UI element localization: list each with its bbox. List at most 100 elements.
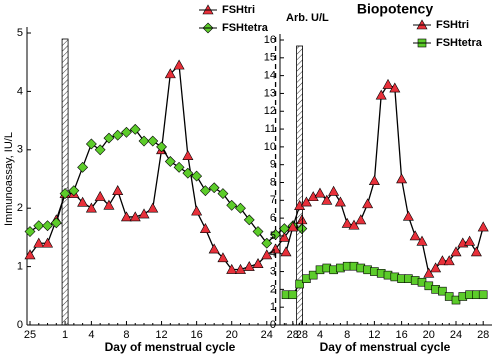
legend-label: FSHtetra bbox=[222, 22, 269, 34]
marker bbox=[129, 211, 141, 222]
marker bbox=[85, 202, 97, 213]
marker bbox=[120, 211, 132, 222]
chart-title: Biopotency bbox=[357, 1, 433, 17]
y-tick-label: 2 bbox=[270, 283, 276, 295]
marker bbox=[436, 255, 448, 266]
y-tick-label: 9 bbox=[270, 159, 276, 171]
marker bbox=[138, 135, 150, 147]
x-tick-label: 16 bbox=[395, 329, 407, 341]
marker bbox=[416, 235, 428, 246]
marker bbox=[42, 220, 53, 232]
x-tick-label: 28 bbox=[296, 329, 308, 341]
marker bbox=[288, 290, 298, 300]
x-tick-label: 12 bbox=[368, 329, 380, 341]
y-tick-label: 11 bbox=[265, 123, 276, 135]
marker bbox=[129, 123, 141, 135]
legend-label: FSHtetra bbox=[436, 37, 483, 49]
marker bbox=[33, 237, 45, 248]
marker bbox=[409, 230, 421, 241]
marker bbox=[112, 185, 124, 195]
marker bbox=[243, 260, 255, 271]
marker bbox=[199, 223, 211, 233]
y-axis-label: Arb. U/L bbox=[286, 12, 329, 24]
marker bbox=[191, 205, 203, 216]
x-tick-label: 8 bbox=[344, 329, 350, 341]
x-tick-label: 24 bbox=[261, 329, 273, 341]
marker bbox=[470, 246, 482, 257]
marker bbox=[33, 220, 45, 232]
marker bbox=[368, 175, 380, 186]
marker bbox=[208, 243, 220, 254]
y-tick-label: 5 bbox=[270, 230, 276, 242]
legend-label: FSHtri bbox=[222, 4, 255, 16]
marker bbox=[287, 221, 299, 232]
marker bbox=[156, 141, 167, 153]
x-tick-label: 8 bbox=[123, 329, 129, 341]
x-axis-label: Day of menstrual cycle bbox=[320, 340, 451, 354]
marker bbox=[443, 255, 455, 266]
y-tick-label: 3 bbox=[17, 144, 23, 156]
y-tick-label: 4 bbox=[17, 85, 23, 97]
marker bbox=[42, 237, 54, 248]
marker bbox=[173, 59, 185, 70]
y-tick-label: 4 bbox=[270, 248, 276, 260]
marker bbox=[50, 217, 62, 229]
marker bbox=[438, 286, 447, 296]
marker bbox=[94, 144, 106, 156]
marker bbox=[217, 188, 229, 200]
marker bbox=[138, 208, 150, 219]
marker bbox=[199, 185, 211, 197]
marker bbox=[121, 126, 132, 138]
marker bbox=[328, 185, 340, 196]
marker bbox=[450, 246, 462, 257]
marker bbox=[77, 161, 89, 173]
marker bbox=[164, 68, 176, 79]
marker bbox=[208, 182, 220, 194]
marker bbox=[402, 210, 414, 221]
marker bbox=[217, 252, 229, 263]
y-tick-label: 5 bbox=[17, 27, 23, 39]
marker bbox=[59, 188, 71, 200]
marker bbox=[396, 173, 408, 184]
marker bbox=[278, 231, 290, 242]
x-tick-label: 16 bbox=[191, 329, 203, 341]
marker bbox=[348, 219, 360, 230]
marker bbox=[295, 279, 304, 289]
y-tick-label: 13 bbox=[264, 87, 276, 99]
y-tick-label: 1 bbox=[17, 261, 23, 273]
series-line bbox=[285, 83, 484, 275]
ovulation-bar bbox=[61, 38, 69, 326]
marker bbox=[252, 226, 264, 237]
marker bbox=[261, 249, 273, 260]
y-tick-label: 7 bbox=[270, 194, 276, 206]
marker bbox=[278, 223, 290, 235]
marker bbox=[182, 150, 194, 160]
marker bbox=[300, 196, 312, 207]
marker bbox=[164, 156, 176, 167]
marker bbox=[226, 263, 238, 274]
marker bbox=[182, 167, 194, 179]
marker bbox=[280, 246, 292, 257]
marker bbox=[270, 243, 282, 254]
marker bbox=[103, 132, 115, 144]
y-tick-label: 10 bbox=[264, 141, 276, 153]
x-tick-label: 24 bbox=[450, 329, 462, 341]
x-axis-label: Day of menstrual cycle bbox=[105, 340, 236, 354]
marker bbox=[103, 199, 115, 210]
y-tick-label: 1 bbox=[270, 301, 276, 313]
marker bbox=[147, 135, 159, 147]
marker bbox=[355, 214, 367, 225]
marker bbox=[243, 214, 255, 226]
y-tick-label: 8 bbox=[270, 176, 276, 188]
marker bbox=[226, 199, 238, 211]
x-tick-label: 4 bbox=[88, 329, 94, 341]
y-tick-label: 0 bbox=[17, 319, 23, 331]
marker bbox=[173, 161, 185, 173]
y-tick-label: 12 bbox=[264, 105, 276, 117]
marker bbox=[464, 235, 476, 246]
x-tick-label: 28 bbox=[477, 329, 489, 341]
x-tick-label: 12 bbox=[155, 329, 167, 341]
marker bbox=[321, 194, 333, 205]
marker bbox=[24, 226, 36, 237]
